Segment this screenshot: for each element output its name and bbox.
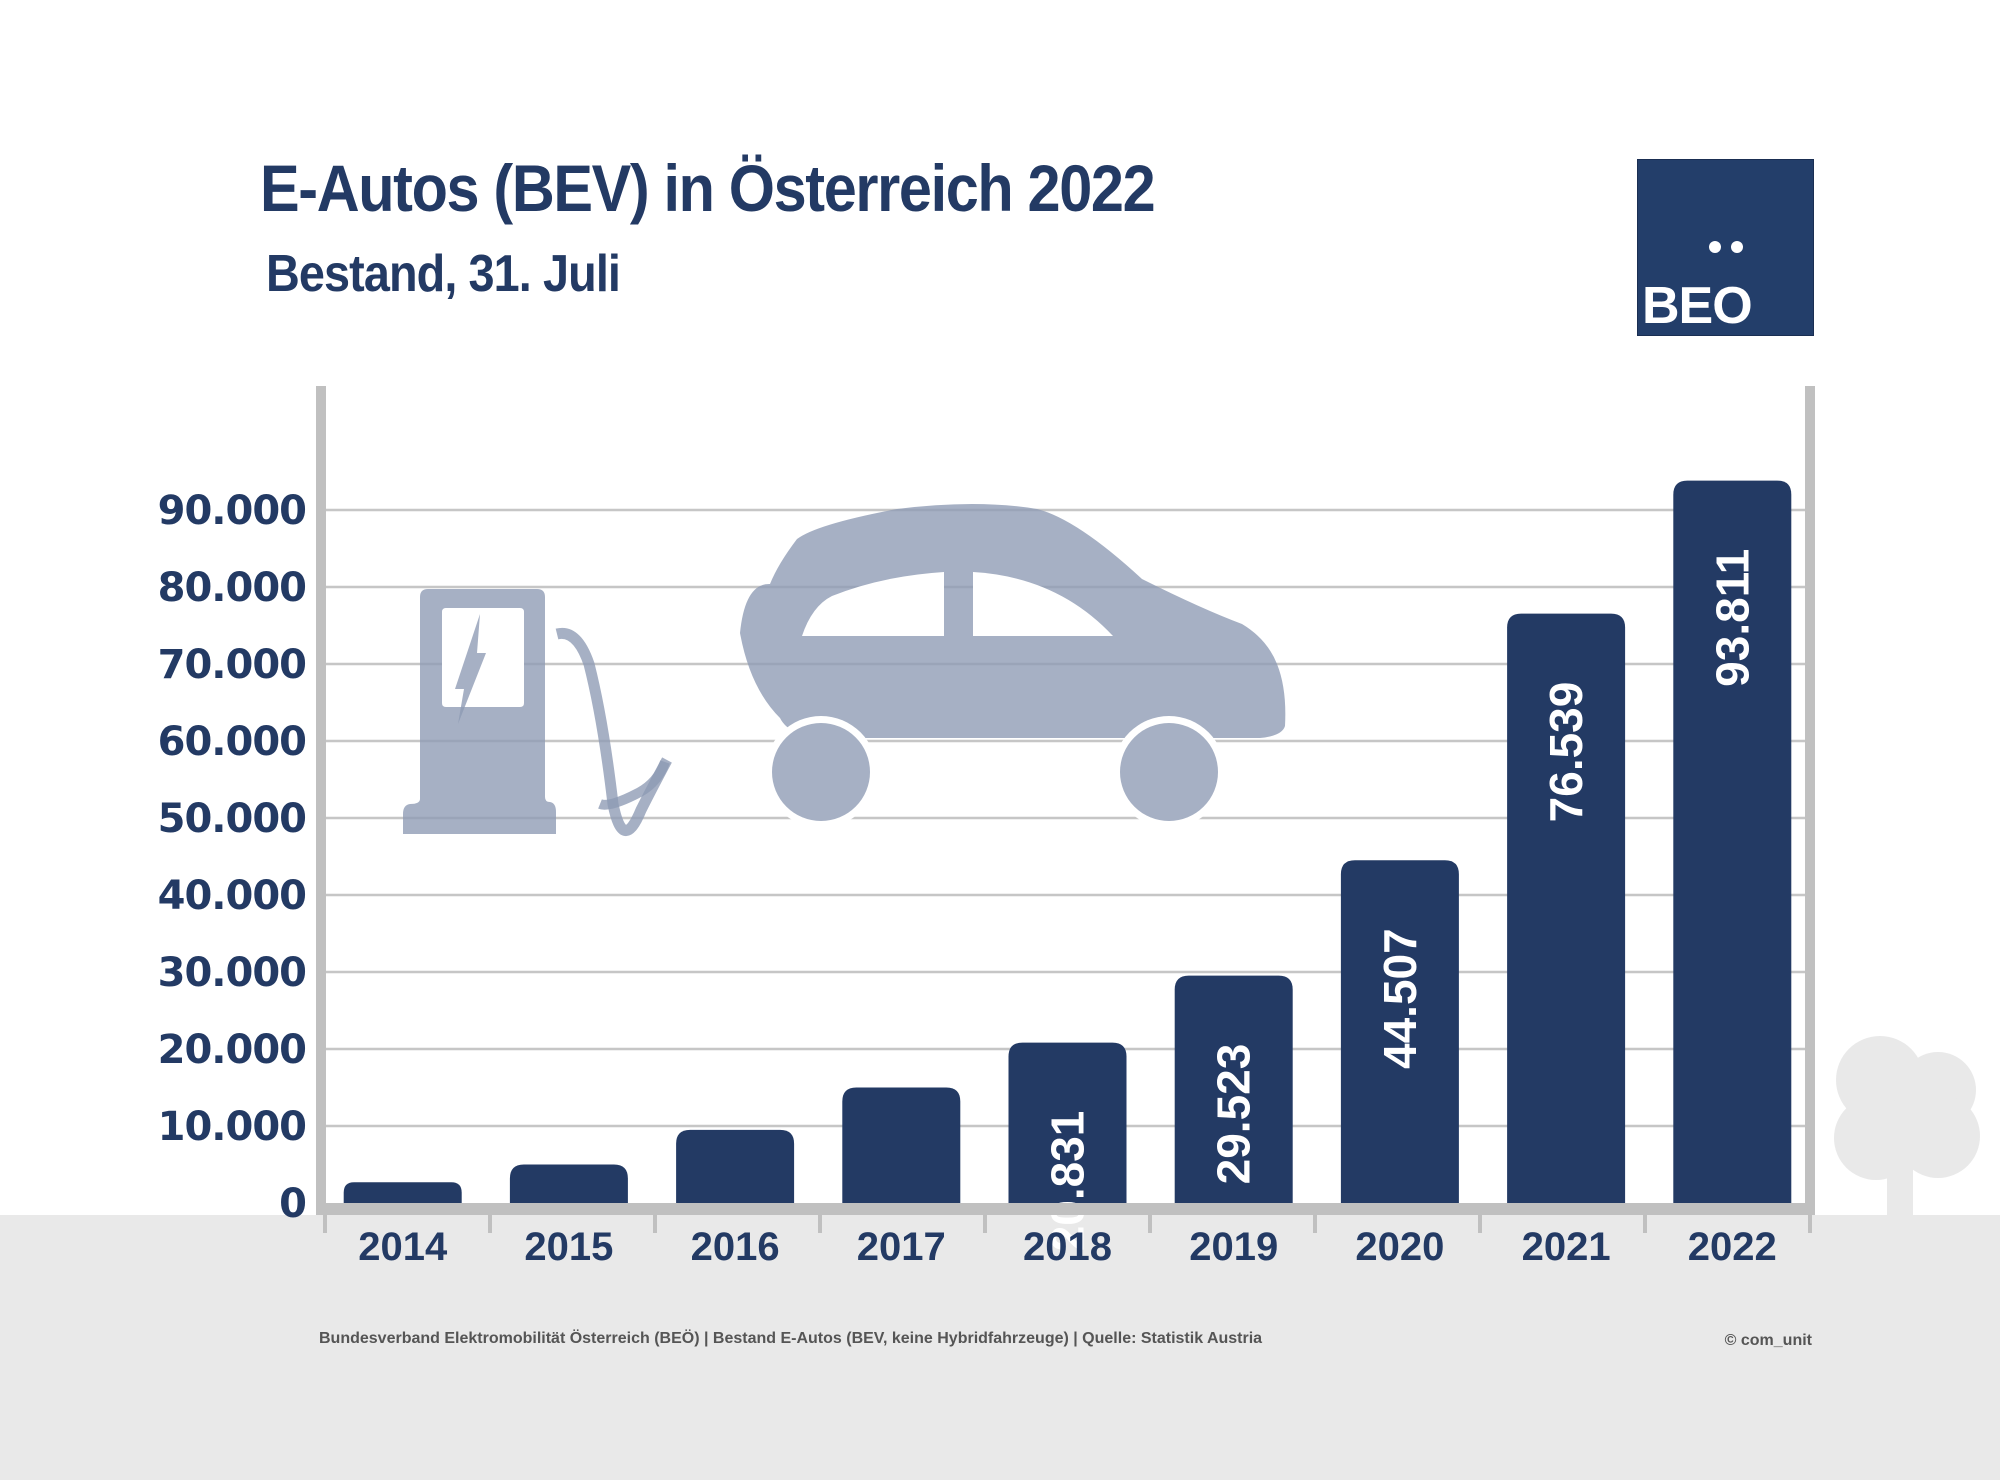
tree-icon <box>1834 1036 1980 1220</box>
x-tick-label: 2015 <box>524 1225 613 1269</box>
x-tick-mark <box>983 1215 987 1233</box>
x-tick-mark <box>488 1215 492 1233</box>
x-axis <box>316 1203 1815 1215</box>
y-axis-right <box>1805 386 1815 1215</box>
y-tick-label: 80.000 <box>158 565 306 611</box>
y-tick-labels: 0 10.000 20.000 30.000 40.000 50.000 60.000 70.… <box>158 488 307 1227</box>
x-tick-label: 2022 <box>1688 1225 1777 1269</box>
y-axis-left <box>316 386 326 1215</box>
bar-data-label: 44.507 <box>1374 928 1426 1069</box>
logo-dot <box>1709 241 1721 253</box>
x-tick-mark <box>1313 1215 1317 1233</box>
source-note: Bundesverband Elektromobilität Österreic… <box>319 1330 1263 1347</box>
x-tick-label: 2021 <box>1522 1225 1611 1269</box>
y-tick-label: 70.000 <box>158 642 306 688</box>
logo-dot <box>1731 241 1743 253</box>
electric-car-icon <box>740 504 1286 828</box>
bar-data-label: 20.831 <box>1042 1111 1094 1252</box>
bar-data-label: 76.539 <box>1540 682 1592 823</box>
x-tick-label: 2014 <box>358 1225 448 1269</box>
x-tick-labels: 2014 2015 2016 2017 2018 2019 2020 2021 2022 <box>358 1225 1777 1269</box>
x-tick-mark <box>1808 1215 1812 1233</box>
bar <box>1174 975 1293 1203</box>
x-tick-label: 2017 <box>857 1225 946 1269</box>
y-tick-label: 40.000 <box>158 873 306 919</box>
x-tick-label: 2019 <box>1189 1225 1278 1269</box>
y-tick-label: 90.000 <box>158 488 306 534</box>
bars: 20.831 29.523 44.507 76.539 93.811 <box>343 480 1792 1252</box>
bar <box>343 1182 462 1203</box>
x-tick-mark <box>653 1215 657 1233</box>
axes <box>316 386 1815 1233</box>
bar <box>676 1129 795 1203</box>
y-tick-label: 30.000 <box>158 950 306 996</box>
x-tick-label: 2016 <box>691 1225 780 1269</box>
x-tick-mark <box>1478 1215 1482 1233</box>
bar-data-label: 29.523 <box>1208 1044 1260 1185</box>
x-tick-label: 2020 <box>1355 1225 1444 1269</box>
beo-logo: BEO <box>1637 159 1814 336</box>
x-tick-mark <box>1643 1215 1647 1233</box>
x-tick-mark <box>818 1215 822 1233</box>
bar <box>1507 613 1626 1203</box>
bar-data-label: 93.811 <box>1706 549 1758 687</box>
bar <box>509 1164 628 1203</box>
ground-band <box>0 1215 2000 1480</box>
bar <box>842 1087 961 1203</box>
x-tick-mark <box>1148 1215 1152 1233</box>
chart-subtitle: Bestand, 31. Juli <box>266 245 621 303</box>
y-tick-label: 10.000 <box>158 1104 306 1150</box>
y-tick-label: 0 <box>279 1181 306 1227</box>
logo-text: BEO <box>1642 277 1753 335</box>
chart-title: E-Autos (BEV) in Österreich 2022 <box>260 151 1156 225</box>
charging-station-icon <box>403 589 673 837</box>
bar <box>1008 1042 1127 1203</box>
x-tick-label: 2018 <box>1023 1225 1112 1269</box>
x-tick-mark <box>323 1215 327 1233</box>
y-tick-label: 20.000 <box>158 1027 306 1073</box>
copyright-note: © com_unit <box>1724 1332 1812 1349</box>
y-tick-label: 60.000 <box>158 719 306 765</box>
bar <box>1673 480 1792 1204</box>
y-tick-label: 50.000 <box>158 796 306 842</box>
bar <box>1340 860 1459 1203</box>
